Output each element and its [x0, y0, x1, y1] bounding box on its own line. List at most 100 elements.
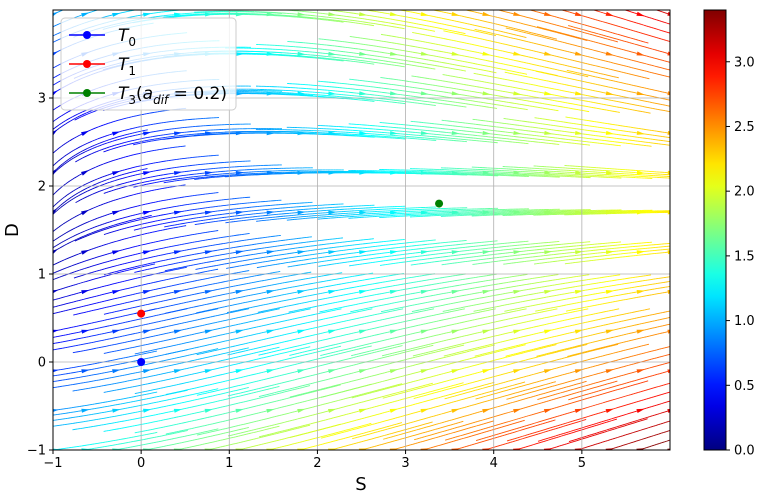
streamline-segment [136, 396, 139, 397]
streamline-segment [295, 311, 298, 312]
streamline-segment [236, 318, 239, 319]
streamline-segment [50, 36, 52, 37]
streamline-segment [169, 365, 172, 366]
streamline-segment [107, 339, 110, 340]
streamline-segment [74, 294, 77, 295]
streamline-segment [155, 309, 158, 310]
streamline-segment [89, 343, 92, 344]
streamline-segment [269, 317, 272, 318]
streamline-segment [130, 262, 133, 263]
streamline-segment [282, 439, 285, 440]
streamline-segment [67, 153, 69, 154]
streamline-segment [108, 149, 111, 150]
streamline-segment [53, 84, 55, 85]
streamline-segment [73, 228, 75, 229]
streamline-segment [117, 144, 120, 145]
streamline-segment [145, 164, 148, 165]
streamline-segment [156, 241, 159, 242]
streamline-segment [202, 358, 205, 359]
streamline-segment [119, 240, 122, 241]
streamline-segment [143, 404, 146, 405]
streamline-segment [129, 144, 132, 145]
streamline-segment [248, 361, 251, 362]
streamline-segment [86, 350, 89, 351]
streamline-segment [138, 166, 141, 167]
streamline-segment [86, 343, 89, 344]
streamline-segment [231, 358, 234, 359]
streamline-segment [184, 422, 187, 423]
streamline-segment [89, 113, 91, 114]
streamline-segment [207, 338, 210, 339]
streamline-segment [200, 358, 203, 359]
streamline-segment [192, 354, 195, 355]
streamline-segment [107, 293, 110, 294]
streamline-segment [147, 353, 150, 354]
streamline-segment [241, 429, 244, 430]
streamline-segment [292, 319, 295, 320]
streamline-segment [87, 112, 89, 113]
streamline-segment [192, 374, 195, 375]
streamline-segment [153, 369, 156, 370]
streamline-segment [71, 333, 74, 334]
streamline-segment [192, 420, 195, 421]
streamline-segment [137, 266, 140, 267]
streamline-segment [136, 115, 139, 116]
streamline-segment [49, 79, 51, 80]
streamline-segment [122, 310, 125, 311]
streamline-segment [143, 417, 146, 418]
streamline-segment [218, 315, 221, 316]
streamline-segment [205, 364, 208, 365]
streamline-segment [85, 143, 87, 144]
streamline-segment [58, 105, 60, 106]
streamline-segment [83, 192, 85, 193]
streamline-segment [192, 294, 195, 295]
streamline-segment [122, 303, 125, 304]
streamline-segment [128, 368, 131, 369]
streamline-segment [132, 347, 135, 348]
streamline-segment [49, 111, 51, 113]
streamline-segment [170, 434, 173, 435]
streamline-segment [76, 345, 79, 346]
streamline-segment [169, 319, 172, 320]
streamline-segment [182, 316, 185, 317]
streamline-segment [104, 148, 107, 149]
streamline-segment [210, 337, 213, 338]
streamline-segment [138, 260, 141, 261]
streamline-segment [153, 422, 156, 423]
streamline-segment [80, 146, 82, 147]
streamline-segment [138, 127, 141, 128]
streamline-segment [218, 361, 221, 362]
streamline-segment [68, 309, 71, 310]
streamline-segment [97, 217, 99, 218]
streamline-segment [215, 415, 218, 416]
streamline-segment [111, 242, 114, 243]
streamline-arrow [143, 132, 151, 136]
streamline-segment [150, 350, 153, 351]
streamline-segment [60, 270, 62, 271]
streamline-segment [300, 388, 303, 389]
streamline-segment [150, 422, 153, 423]
streamline-segment [208, 397, 211, 398]
streamline-segment [59, 200, 61, 202]
streamline-segment [169, 271, 172, 272]
streamline-segment [158, 302, 161, 303]
streamline-segment [172, 438, 175, 439]
streamline-segment [159, 321, 162, 322]
streamline-segment [166, 406, 169, 407]
streamline-segment [111, 190, 114, 191]
streamline-segment [125, 134, 128, 135]
streamline-segment [146, 404, 149, 405]
streamline-segment [326, 349, 329, 350]
streamline-segment [95, 218, 97, 219]
streamline-segment [90, 181, 92, 182]
streamline-segment [102, 8, 105, 9]
streamline-segment [220, 360, 223, 361]
streamline-segment [174, 404, 177, 405]
streamline-segment [151, 403, 154, 404]
streamline-segment [135, 300, 138, 301]
streamline-arrow [174, 330, 183, 334]
streamline-segment [277, 440, 280, 441]
streamline-segment [79, 253, 81, 254]
streamline-segment [62, 269, 64, 270]
streamline-segment [290, 351, 293, 352]
